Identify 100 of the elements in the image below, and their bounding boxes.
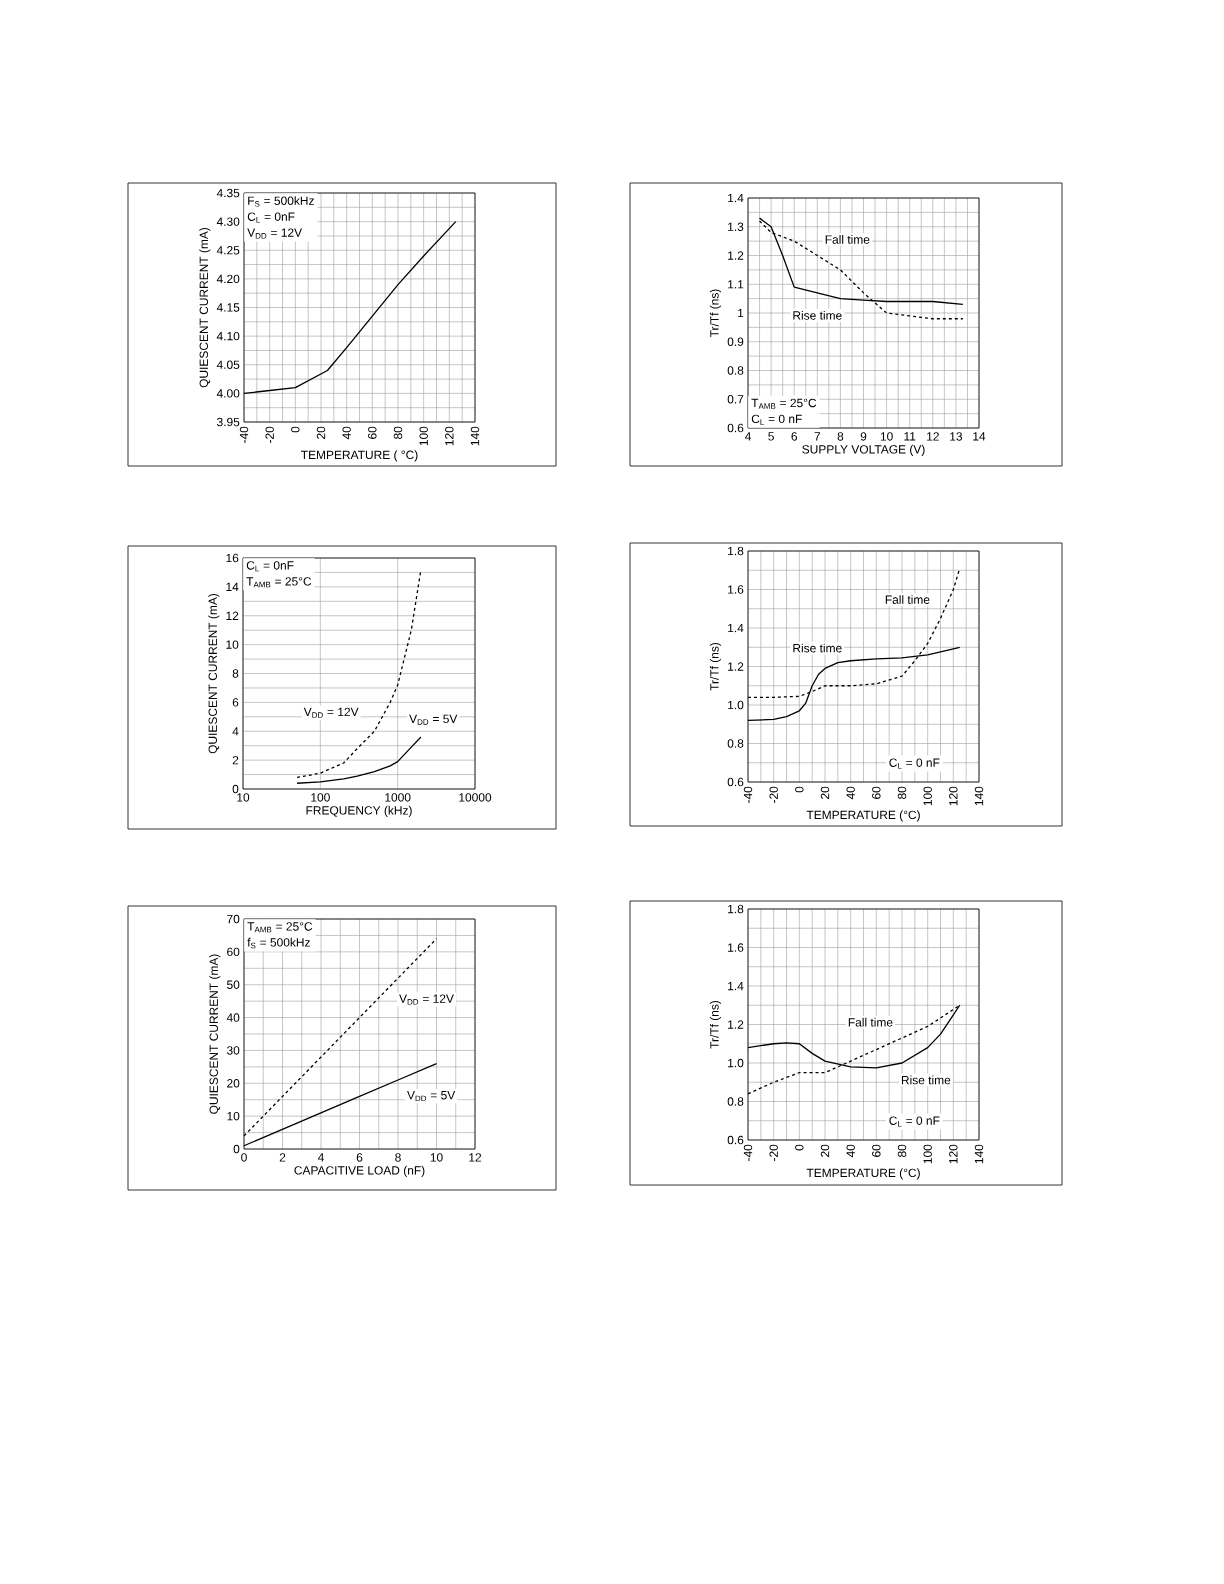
x-tick-label: 20 bbox=[820, 786, 830, 799]
annotation: C$_{L}$ = 0 nF bbox=[889, 1116, 940, 1127]
x-tick-label: 140 bbox=[974, 1144, 984, 1164]
y-tick-label: 1.2 bbox=[728, 1020, 744, 1029]
annotation: C$_{L}$ = 0 nF bbox=[889, 758, 940, 769]
annotation: C$_{L}$ = 0nF bbox=[247, 212, 295, 223]
y-tick-label: 16 bbox=[226, 553, 239, 563]
x-tick-label: 40 bbox=[846, 786, 855, 800]
x-tick-label: 2 bbox=[279, 1153, 286, 1162]
x-tick-label: 11 bbox=[904, 432, 916, 441]
y-tick-label: 10 bbox=[227, 1111, 240, 1121]
y-tick-label: 4.25 bbox=[216, 246, 240, 255]
y-tick-label: 4.10 bbox=[216, 331, 240, 341]
x-tick-label: 40 bbox=[846, 1144, 855, 1158]
annotation: f$_{S}$ = 500kHz bbox=[247, 937, 310, 949]
x-tick-label: 80 bbox=[897, 1144, 907, 1157]
x-tick-label: 0 bbox=[241, 1153, 247, 1162]
x-tick-label: 0 bbox=[795, 1144, 804, 1151]
x-tick-label: -40 bbox=[743, 1144, 753, 1161]
annotation: T$_{AMB}$ = 25°C bbox=[246, 577, 312, 588]
y-axis-title: QUIESCENT CURRENT (mA) bbox=[208, 593, 220, 754]
x-tick-label: 4 bbox=[744, 432, 751, 441]
y-tick-label: 14 bbox=[226, 582, 239, 591]
x-axis-title: TEMPERATURE (°C) bbox=[806, 1168, 920, 1180]
x-tick-label: 60 bbox=[872, 786, 881, 799]
annotation: V$_{DD}$ = 12V bbox=[247, 228, 303, 239]
annotation: T$_{AMB}$ = 25°C bbox=[751, 398, 817, 409]
x-tick-label: 120 bbox=[445, 426, 454, 446]
series-label: Fall time bbox=[825, 235, 870, 244]
x-tick-label: -20 bbox=[769, 786, 778, 803]
annotation: F$_{S}$ = 500kHz bbox=[248, 196, 314, 207]
x-tick-label: 6 bbox=[791, 432, 798, 441]
x-tick-label: 100 bbox=[923, 786, 932, 806]
series-label: Fall time bbox=[848, 1017, 893, 1027]
x-tick-label: 80 bbox=[897, 786, 907, 799]
y-tick-label: 1.8 bbox=[728, 904, 744, 914]
x-tick-label: 120 bbox=[949, 1144, 958, 1164]
x-tick-label: 7 bbox=[814, 432, 821, 441]
x-tick-label: 14 bbox=[973, 432, 986, 441]
y-tick-label: 1 bbox=[738, 308, 744, 318]
x-tick-label: 1000 bbox=[385, 793, 411, 802]
y-tick-label: 10 bbox=[226, 640, 239, 649]
y-tick-label: 1.3 bbox=[728, 222, 744, 231]
series-label: Rise time bbox=[793, 643, 842, 653]
y-tick-label: 1.4 bbox=[728, 981, 744, 991]
y-tick-label: 12 bbox=[226, 611, 239, 620]
y-tick-label: 1.4 bbox=[728, 193, 744, 203]
y-tick-label: 4.00 bbox=[216, 389, 240, 398]
x-tick-label: 40 bbox=[342, 426, 351, 440]
y-tick-label: 0.7 bbox=[727, 395, 744, 404]
annotation: C$_{L}$ = 0 nF bbox=[751, 414, 802, 425]
x-tick-label: -20 bbox=[265, 426, 274, 443]
x-tick-label: 60 bbox=[872, 1144, 881, 1157]
x-axis-title: CAPACITIVE LOAD (nF) bbox=[294, 1165, 425, 1177]
x-axis-title: SUPPLY VOLTAGE (V) bbox=[802, 444, 925, 456]
x-tick-label: 12 bbox=[469, 1153, 482, 1162]
x-tick-label: 8 bbox=[837, 432, 844, 441]
x-tick-label: 4 bbox=[317, 1153, 324, 1162]
x-tick-label: 0 bbox=[291, 426, 300, 433]
x-tick-label: 12 bbox=[927, 432, 939, 441]
y-tick-label: 0.8 bbox=[727, 366, 744, 375]
y-tick-label: 0.6 bbox=[727, 777, 744, 787]
y-tick-label: 4.35 bbox=[216, 188, 240, 198]
x-tick-label: 5 bbox=[768, 432, 774, 441]
y-tick-label: 1.6 bbox=[728, 943, 744, 952]
y-tick-label: 6 bbox=[232, 698, 239, 707]
x-axis-title: TEMPERATURE (°C) bbox=[806, 810, 920, 822]
y-tick-label: 1.8 bbox=[728, 546, 744, 556]
y-axis-title: Tr/Tf (ns) bbox=[709, 642, 722, 691]
y-tick-label: 1.0 bbox=[728, 1058, 744, 1068]
x-tick-label: 140 bbox=[470, 426, 480, 446]
x-tick-label: 6 bbox=[356, 1153, 363, 1162]
x-tick-label: 9 bbox=[860, 432, 867, 441]
x-tick-label: 100 bbox=[419, 426, 428, 446]
y-tick-label: 0.8 bbox=[727, 1097, 744, 1106]
y-tick-label: 0.6 bbox=[727, 1135, 744, 1145]
x-tick-label: 0 bbox=[795, 786, 804, 793]
y-tick-label: 8 bbox=[232, 669, 239, 678]
y-tick-label: 3.95 bbox=[217, 417, 240, 427]
y-tick-label: 1.6 bbox=[728, 585, 744, 594]
y-tick-label: 30 bbox=[226, 1046, 240, 1055]
y-axis-title: Tr/Tf (ns) bbox=[709, 1000, 722, 1049]
series-label: V$_{DD}$ = 5V bbox=[409, 714, 458, 725]
y-tick-label: 4.15 bbox=[216, 303, 240, 312]
x-tick-label: 100 bbox=[311, 793, 330, 802]
y-tick-label: 50 bbox=[227, 980, 240, 989]
annotation: T$_{AMB}$ = 25°C bbox=[247, 922, 313, 933]
y-tick-label: 1.0 bbox=[728, 700, 744, 710]
x-tick-label: 10 bbox=[430, 1153, 443, 1162]
y-tick-label: 4.20 bbox=[216, 274, 240, 284]
y-tick-label: 60 bbox=[227, 947, 240, 957]
y-tick-label: 0.9 bbox=[727, 337, 744, 346]
y-tick-label: 70 bbox=[227, 914, 240, 924]
y-tick-label: 4.05 bbox=[216, 360, 240, 369]
series-label: Fall time bbox=[885, 595, 930, 604]
y-tick-label: 4 bbox=[232, 727, 239, 736]
x-tick-label: 60 bbox=[368, 426, 377, 439]
series-label: V$_{DD}$ = 12V bbox=[399, 994, 454, 1005]
y-tick-label: 1.2 bbox=[728, 251, 744, 260]
y-tick-label: 40 bbox=[226, 1013, 240, 1022]
